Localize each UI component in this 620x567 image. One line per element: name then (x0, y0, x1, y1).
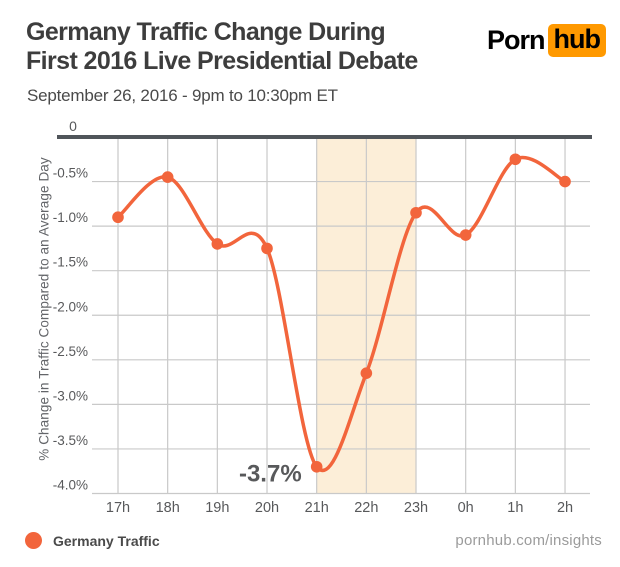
x-tick-label: 2h (557, 500, 573, 516)
x-tick-label: 20h (255, 500, 279, 516)
legend-marker-icon (25, 532, 42, 549)
page-title: Germany Traffic Change During First 2016… (26, 18, 496, 76)
x-tick-label: 0h (458, 500, 474, 516)
data-point-20h (261, 242, 273, 255)
data-point-0h (459, 229, 472, 241)
legend-label: Germany Traffic (53, 533, 160, 549)
x-tick-label: 21h (305, 500, 329, 516)
data-point-1h (509, 153, 522, 166)
data-point-21h (310, 460, 323, 473)
data-point-17h (112, 211, 124, 224)
data-point-23h (410, 206, 422, 219)
y-tick-label: -4.0% (53, 478, 88, 493)
page-title-line1: Germany Traffic Change During (26, 18, 386, 46)
data-point-2h (559, 175, 571, 188)
x-tick-label: 17h (106, 500, 130, 516)
min-value-annotation: -3.7% (239, 460, 302, 487)
x-tick-label: 22h (354, 500, 378, 516)
y-tick-label: -1.5% (53, 255, 88, 270)
y-tick-label: -3.0% (53, 388, 88, 403)
data-point-22h (360, 367, 373, 379)
x-tick-label: 1h (507, 500, 523, 516)
x-tick-label: 18h (156, 500, 180, 516)
y-tick-label: -1.0% (53, 210, 88, 225)
x-tick-label: 23h (404, 500, 428, 516)
y-tick-label: -3.5% (53, 433, 88, 448)
page-title-line2: First 2016 Live Presidential Debate (26, 47, 418, 75)
insights-url: pornhub.com/insights (455, 532, 602, 549)
y-tick-label: -0.5% (53, 166, 88, 181)
data-point-18h (161, 171, 174, 183)
chart-area: 0 -0.5% -1.0% -1.5% -2.0% -2.5% -3.0% -3.5% -4.0… (0, 118, 620, 520)
x-tick-label: 19h (205, 500, 229, 516)
pornhub-logo: Porn hub (487, 24, 606, 57)
traffic-line (116, 155, 567, 472)
logo-text-porn: Porn (487, 25, 546, 55)
data-point-19h (211, 238, 224, 250)
line-chart: 0 -0.5% -1.0% -1.5% -2.0% -2.5% -3.0% -3.5% -4.0… (53, 118, 592, 516)
y-axis-label: % Change in Traffic Compared to an Avera… (36, 157, 52, 461)
y-tick-label: 0 (69, 118, 77, 134)
logo-text-hub: hub (547, 24, 606, 57)
chart-subtitle: September 26, 2016 - 9pm to 10:30pm ET (27, 86, 338, 105)
y-tick-label: -2.5% (53, 344, 88, 359)
y-tick-label: -2.0% (53, 299, 88, 314)
